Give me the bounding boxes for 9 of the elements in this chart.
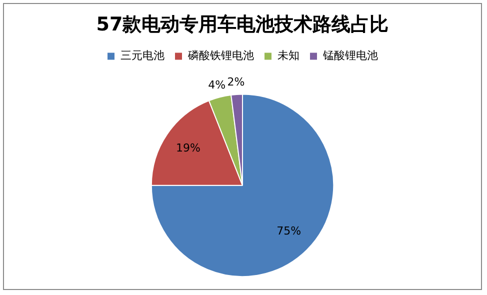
chart-title: 57款电动专用车电池技术路线占比 xyxy=(96,13,389,36)
legend-label: 磷酸铁锂电池 xyxy=(187,49,254,62)
data-label: 4% xyxy=(208,78,226,92)
legend-label: 未知 xyxy=(278,49,300,62)
legend-label: 三元电池 xyxy=(120,49,164,62)
data-label: 75% xyxy=(276,224,302,238)
data-label: 19% xyxy=(176,141,200,154)
data-label: 2% xyxy=(227,75,245,88)
legend-label: 锰酸锂电池 xyxy=(322,49,378,62)
